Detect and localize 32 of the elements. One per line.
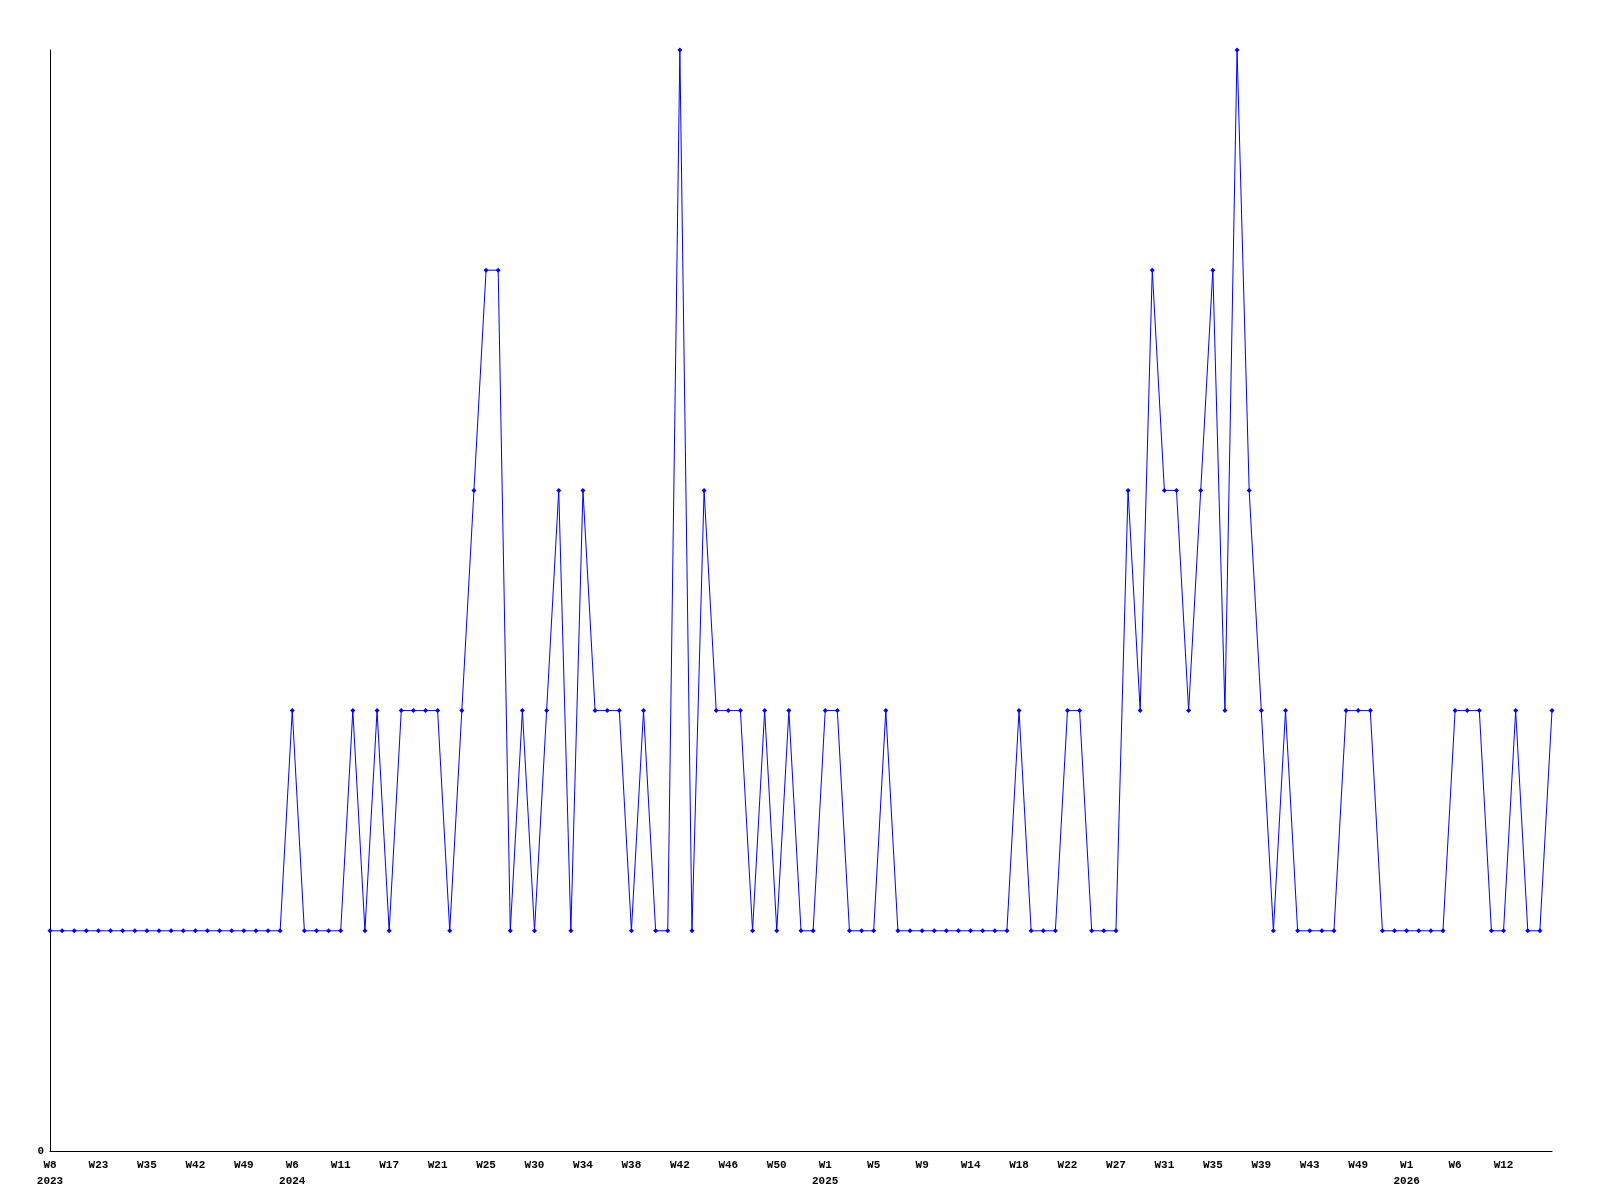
x-tick-label: W49 (233, 1159, 254, 1171)
x-tick-label: W22 (1057, 1159, 1078, 1171)
x-tick-label: W31 (1154, 1159, 1175, 1171)
x-tick-label: W17 (379, 1159, 400, 1171)
x-tick-label: W35 (137, 1159, 158, 1171)
x-tick-label: W21 (427, 1159, 448, 1171)
text: 0 (37, 1145, 44, 1157)
x-tick-label: W6 2024 (279, 1159, 306, 1187)
x-tick-label: W1 2026 (1393, 1159, 1420, 1187)
x-tick-label: W27 (1106, 1159, 1126, 1171)
x-tick-label: W23 (88, 1159, 109, 1171)
x-tick-label: W43 (1299, 1159, 1321, 1171)
x-tick-label: W14 (960, 1159, 981, 1171)
x-tick-label: W30 (524, 1159, 545, 1171)
x-tick-label: W11 (330, 1159, 352, 1171)
x-tick-label: W49 (1348, 1159, 1369, 1171)
x-tick-label: W39 (1251, 1159, 1272, 1171)
x-tick-label: W6 (1448, 1159, 1462, 1171)
x-tick-label: W5 (867, 1159, 881, 1171)
x-tick-label: W34 (573, 1159, 594, 1171)
x-tick-label: W46 (718, 1159, 739, 1171)
x-tick-label: W25 (476, 1159, 497, 1171)
x-tick-label: W42 (185, 1159, 206, 1171)
x-tick-label: W35 (1202, 1159, 1224, 1171)
x-tick-label: W12 (1493, 1159, 1514, 1171)
x-tick-label: W1 2025 (812, 1159, 839, 1187)
x-tick-label: W18 (1009, 1159, 1030, 1171)
x-tick-label: W50 (766, 1159, 787, 1171)
x-tick-label: W9 (915, 1159, 929, 1171)
x-tick-label: W42 (669, 1159, 690, 1171)
x-tick-label: W8 2023 (36, 1159, 64, 1187)
x-tick-label: W38 (621, 1159, 642, 1171)
